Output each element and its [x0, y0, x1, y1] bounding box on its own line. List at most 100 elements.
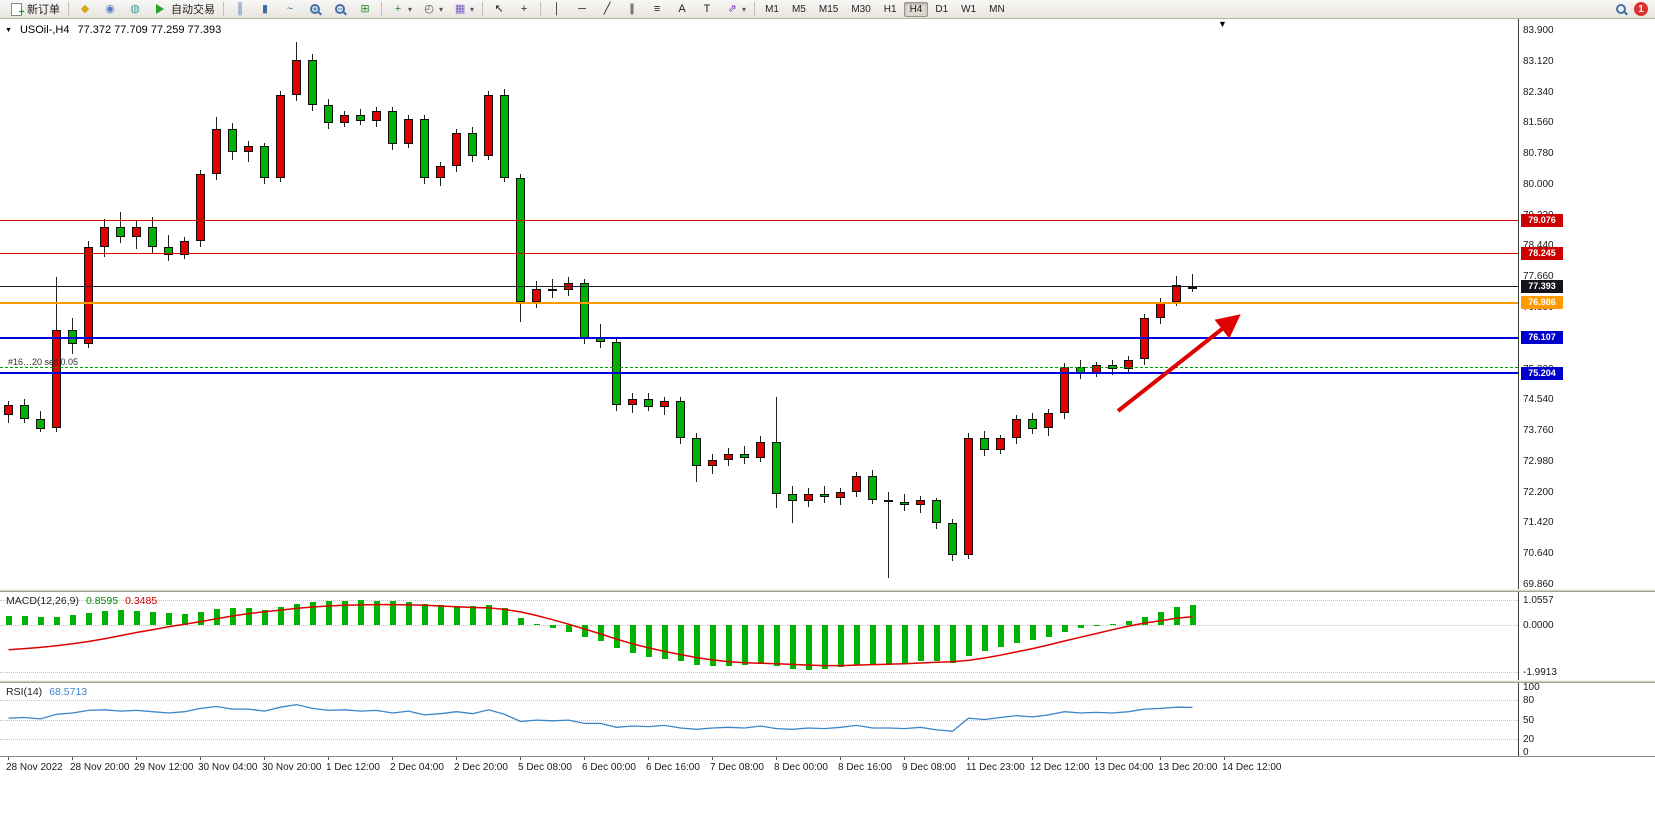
dropdown-arrow-icon[interactable]: ▾ [470, 4, 475, 14]
timeframe-h4-button[interactable]: H4 [903, 1, 929, 17]
vertical-line-icon[interactable]: │ [545, 1, 569, 18]
position-sell-line[interactable] [0, 366, 1518, 368]
timeframe-h1-button[interactable]: H1 [878, 2, 903, 17]
indicators-icon[interactable]: + ▾ [386, 1, 416, 18]
fibonacci-icon[interactable]: ≡ [645, 1, 669, 18]
indicators-icon: + [394, 2, 402, 15]
support-icon[interactable]: ◍ [123, 1, 147, 18]
periods-icon[interactable]: ◴ ▾ [417, 1, 447, 18]
timeframe-m15-button[interactable]: M15 [813, 2, 844, 17]
time-tick [8, 757, 9, 760]
chart-title: ▼ USOil-,H4 77.372 77.709 77.259 77.393 [5, 24, 221, 36]
templates-icon: ▦ [454, 2, 466, 15]
macd-label: MACD(12,26,9) 0.8595 0.3485 [6, 595, 157, 607]
price-tag: 78.245 [1521, 246, 1563, 260]
candle-body [148, 227, 157, 247]
macd-histogram-bar [933, 624, 940, 662]
trendline-icon[interactable]: ╱ [595, 1, 619, 18]
time-axis-label: 28 Nov 20:00 [70, 762, 130, 773]
arrows-icon[interactable]: ⇗ ▾ [720, 1, 750, 18]
time-axis-label: 28 Nov 2022 [6, 762, 63, 773]
macd-histogram-bar [469, 606, 476, 625]
timeframe-w1-button[interactable]: W1 [955, 2, 982, 17]
macd-histogram-bar [645, 624, 652, 657]
cursor-icon[interactable]: ↖ [487, 1, 511, 18]
horizontal-level-line[interactable] [0, 252, 1518, 254]
candle-body [980, 438, 989, 451]
crosshair-icon: + [520, 2, 528, 15]
auto-trading-button[interactable]: 自动交易 [148, 1, 219, 18]
channel-icon[interactable]: ∥ [620, 1, 644, 18]
macd-axis[interactable]: 1.0557 0.0000 -1.9913 [1518, 592, 1655, 680]
search-icon[interactable] [1609, 1, 1633, 18]
chart-plot-area[interactable]: #16…20 sell 0.05 [0, 19, 1518, 589]
time-tick [392, 757, 393, 760]
macd-histogram-bar [1093, 624, 1100, 627]
bar-chart-icon[interactable]: ║ [228, 1, 252, 18]
time-axis-label: 13 Dec 20:00 [1158, 762, 1218, 773]
toolbar-separator [223, 2, 224, 16]
horizontal-level-line[interactable] [0, 336, 1518, 339]
macd-histogram-bar [277, 607, 284, 625]
macd-histogram-bar [629, 624, 636, 654]
candlestick-chart-icon[interactable]: ▮ [253, 1, 277, 18]
dropdown-arrow-icon[interactable]: ▾ [408, 4, 413, 14]
new-order-button[interactable]: 新订单 [4, 1, 64, 20]
auto-trading-button-label: 自动交易 [171, 4, 215, 16]
text-icon[interactable]: A [670, 1, 694, 18]
candle-wick [552, 278, 553, 299]
time-axis[interactable]: 28 Nov 2022 28 Nov 20:00 29 Nov 12:00 30 No… [0, 756, 1655, 777]
rsi-name: RSI(14) [6, 686, 43, 698]
price-axis-label: 72.200 [1523, 486, 1554, 498]
crosshair-icon[interactable]: + [512, 1, 536, 18]
rsi-panel[interactable]: RSI(14) 68.5713 100 80 50 20 0 [0, 683, 1655, 756]
profile-icon: ◉ [105, 2, 115, 15]
macd-histogram-bar [389, 601, 396, 625]
timeframe-m30-button[interactable]: M30 [845, 2, 876, 17]
time-axis-label: 8 Dec 00:00 [774, 762, 828, 773]
horizontal-level-line[interactable] [0, 372, 1518, 375]
chart-shift-marker-icon[interactable]: ▼ [1218, 19, 1227, 29]
macd-histogram-bar [21, 616, 28, 625]
line-chart-icon[interactable]: ~ [278, 1, 302, 18]
collapse-triangle-icon[interactable]: ▼ [5, 26, 12, 34]
zoom-in-icon: + [307, 2, 323, 17]
horizontal-level-line[interactable] [0, 301, 1518, 304]
candle-body [420, 118, 429, 178]
profile-icon[interactable]: ◉ [98, 1, 122, 18]
price-chart-panel[interactable]: #16…20 sell 0.05 ▼ USOil-,H4 77.372 77.7… [0, 19, 1655, 589]
timeframe-m5-button[interactable]: M5 [786, 2, 812, 17]
panel-splitter[interactable] [0, 680, 1655, 683]
candle-body [132, 227, 141, 238]
timeframe-m1-button[interactable]: M1 [759, 2, 785, 17]
notification-badge[interactable]: 1 [1634, 2, 1648, 16]
candle-wick [1192, 274, 1193, 293]
zoom-out-icon[interactable]: − [328, 1, 352, 18]
candle-body [836, 491, 845, 498]
timeframe-d1-button[interactable]: D1 [929, 2, 954, 17]
price-axis[interactable]: 83.90083.12082.34081.56080.78080.00079.2… [1518, 19, 1655, 589]
timeframe-mn-button[interactable]: MN [983, 2, 1011, 17]
tile-windows-icon: ⊞ [360, 2, 370, 15]
dropdown-arrow-icon[interactable]: ▾ [439, 4, 444, 14]
horizontal-level-line[interactable] [0, 219, 1518, 221]
megaphone-icon[interactable]: ◆ [73, 1, 97, 18]
macd-histogram-bar [69, 615, 76, 625]
macd-panel[interactable]: MACD(12,26,9) 0.8595 0.3485 1.0557 0.0000… [0, 592, 1655, 680]
rsi-level-line [0, 700, 1518, 701]
horizontal-level-line[interactable] [0, 286, 1518, 288]
label-icon[interactable]: T [695, 1, 719, 18]
tile-windows-icon[interactable]: ⊞ [353, 1, 377, 18]
candle-body [660, 400, 669, 407]
zoom-in-icon[interactable]: + [303, 1, 327, 18]
dropdown-arrow-icon[interactable]: ▾ [742, 4, 747, 14]
megaphone-icon: ◆ [80, 2, 90, 15]
price-axis-label: 74.540 [1523, 394, 1554, 406]
candle-body [708, 460, 717, 466]
panel-splitter[interactable] [0, 589, 1655, 592]
macd-histogram-bar [613, 624, 620, 649]
templates-icon[interactable]: ▦ ▾ [448, 1, 478, 18]
rsi-axis[interactable]: 100 80 50 20 0 [1518, 683, 1655, 756]
macd-histogram-bar [581, 624, 588, 637]
horizontal-line-icon[interactable]: ─ [570, 1, 594, 18]
